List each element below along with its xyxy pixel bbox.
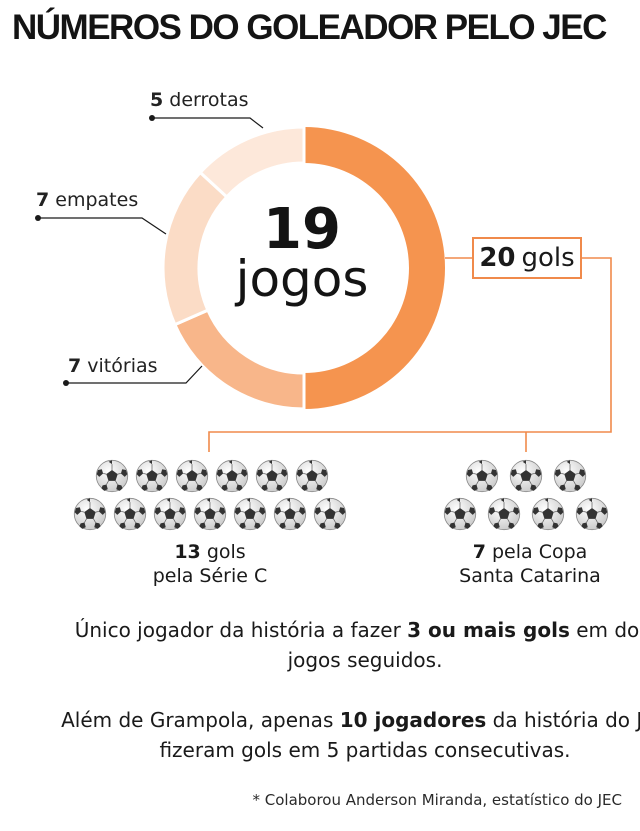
- streak-note-bold: 10 jogadores: [339, 708, 487, 732]
- serie-c-goals-unit: gols: [206, 541, 246, 563]
- vitorias-leader-dot: [63, 380, 69, 386]
- goals-connector-right: [208, 257, 612, 452]
- serie-c-ball-icon: [193, 497, 227, 531]
- total-goals-value: 20: [479, 243, 516, 273]
- serie-c-ball-icon: [215, 459, 249, 493]
- vitorias-text: vitórias: [87, 355, 158, 377]
- serie-c-ball-icon: [295, 459, 329, 493]
- goals-half-segment: [304, 127, 445, 409]
- record-note-pre: Único jogador da história a fazer: [74, 618, 408, 642]
- vitorias-label: 7 vitórias: [68, 355, 158, 377]
- serie-c-ball-icon: [135, 459, 169, 493]
- streak-note-post: da história do JEC fizeram gols em 5 par…: [159, 708, 640, 762]
- serie-c-ball-icon: [233, 497, 267, 531]
- streak-note: Além de Grampola, apenas 10 jogadores da…: [60, 705, 640, 765]
- slice-vitorias: [172, 308, 306, 411]
- copa-sc-goals: 7: [472, 541, 486, 563]
- record-note-post: em dois jogos seguidos.: [287, 618, 640, 672]
- derrotas-text: derrotas: [169, 89, 249, 111]
- serie-c-ball-icon: [95, 459, 129, 493]
- serie-c-ball-icon: [175, 459, 209, 493]
- credits-footer: * Colaborou Anderson Miranda, estatístic…: [252, 791, 622, 809]
- derrotas-leader-dot: [149, 115, 155, 121]
- copa-sc-caption: 7 pela Copa Santa Catarina: [430, 540, 630, 588]
- vitorias-value: 7: [68, 355, 82, 377]
- serie-c-goals: 13: [174, 541, 201, 563]
- serie-c-ball-icon: [313, 497, 347, 531]
- empates-leader-line: [38, 217, 167, 235]
- total-games-number: 19: [263, 197, 341, 262]
- serie-c-competition: pela Série C: [152, 565, 268, 587]
- copa-sc-goals-unit: pela Copa: [491, 541, 588, 563]
- vitorias-leader-line: [66, 365, 203, 384]
- copa-sc-ball-icon: [575, 497, 609, 531]
- serie-c-ball-icon: [153, 497, 187, 531]
- empates-label: 7 empates: [36, 189, 138, 211]
- empates-leader-dot: [35, 215, 41, 221]
- copa-sc-ball-icon: [509, 459, 543, 493]
- total-goals-box: 20 gols: [472, 237, 582, 279]
- copa-sc-ball-icon: [531, 497, 565, 531]
- record-note-bold: 3 ou mais gols: [407, 618, 570, 642]
- serie-c-ball-icon: [113, 497, 147, 531]
- derrotas-leader-line: [152, 117, 264, 129]
- record-note: Único jogador da história a fazer 3 ou m…: [60, 615, 640, 675]
- copa-sc-ball-icon: [465, 459, 499, 493]
- derrotas-value: 5: [150, 89, 164, 111]
- page-title: NÚMEROS DO GOLEADOR PELO JEC: [12, 8, 607, 47]
- copa-sc-competition: Santa Catarina: [459, 565, 601, 587]
- empates-value: 7: [36, 189, 50, 211]
- streak-note-pre: Além de Grampola, apenas: [61, 708, 340, 732]
- serie-c-caption: 13 gols pela Série C: [120, 540, 300, 588]
- total-games-label: jogos: [235, 250, 369, 308]
- serie-c-ball-icon: [255, 459, 289, 493]
- copa-sc-ball-icon: [487, 497, 521, 531]
- copa-sc-ball-icon: [443, 497, 477, 531]
- empates-text: empates: [55, 189, 139, 211]
- copa-sc-ball-icon: [553, 459, 587, 493]
- derrotas-label: 5 derrotas: [150, 89, 249, 111]
- serie-c-ball-icon: [73, 497, 107, 531]
- slice-derrotas: [198, 125, 306, 200]
- serie-c-ball-icon: [273, 497, 307, 531]
- total-goals-text: gols: [521, 243, 575, 273]
